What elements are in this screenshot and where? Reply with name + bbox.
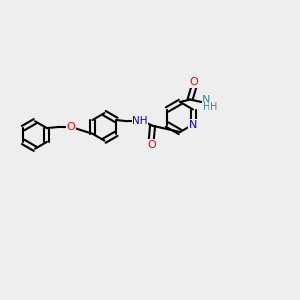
Text: O: O	[147, 140, 156, 149]
Text: O: O	[189, 77, 198, 87]
Text: H: H	[202, 102, 210, 112]
Text: N: N	[189, 119, 197, 130]
Text: N: N	[202, 94, 211, 104]
Text: NH: NH	[132, 116, 148, 126]
Text: H: H	[210, 102, 217, 112]
Text: O: O	[66, 122, 75, 132]
